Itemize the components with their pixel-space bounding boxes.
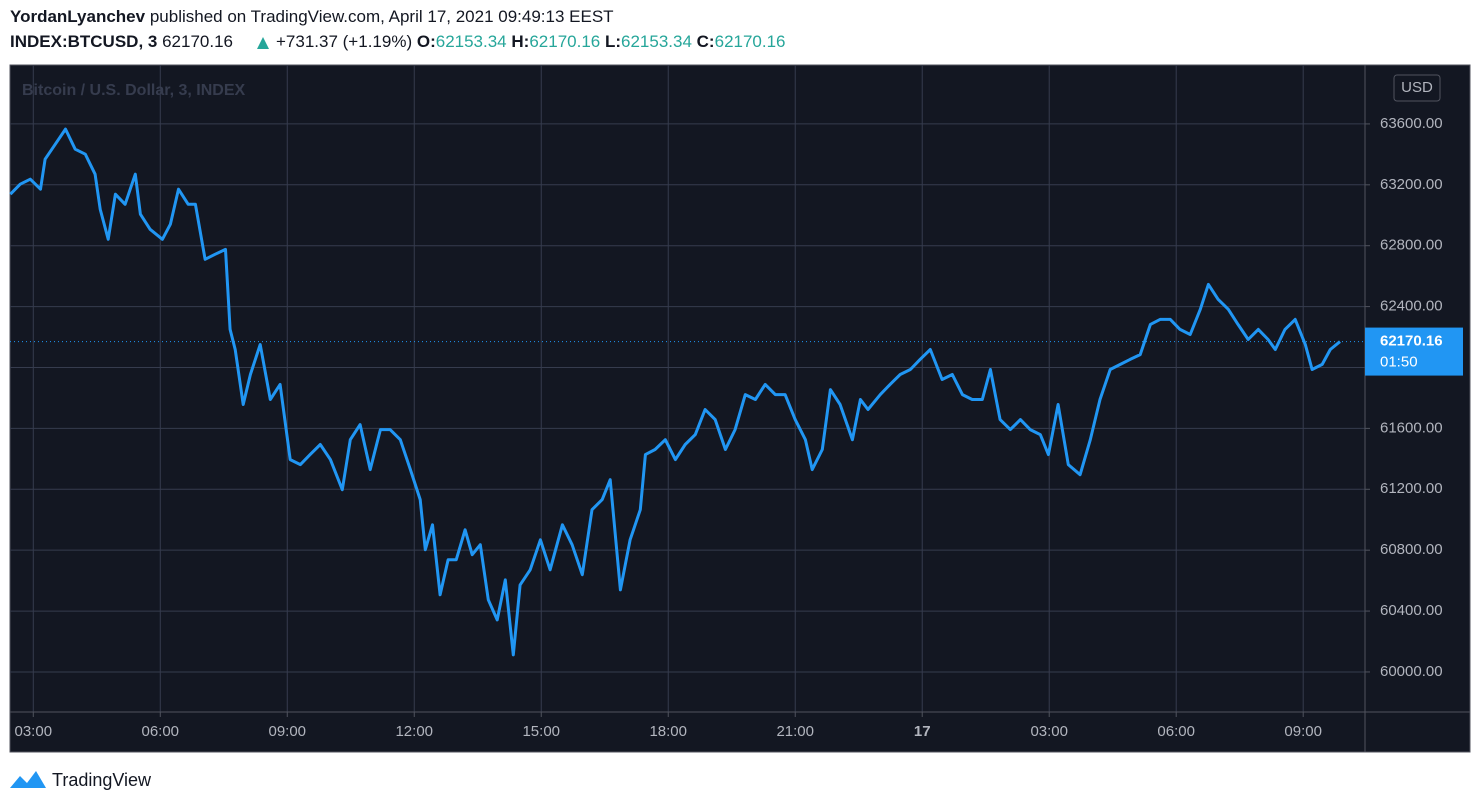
y-tick-label: 62400.00 — [1380, 298, 1443, 315]
last: 62170.16 — [162, 32, 233, 51]
ohlc-value: 62170.16 — [529, 32, 600, 51]
logo-icon — [10, 771, 46, 788]
x-tick-label: 18:00 — [649, 723, 687, 740]
x-tick-label: 06:00 — [1157, 723, 1195, 740]
brand: TradingView — [52, 770, 152, 790]
ohlc-label: L: — [605, 32, 621, 51]
x-tick-label: 09:00 — [1284, 723, 1322, 740]
x-tick-label: 12:00 — [395, 723, 433, 740]
change-line: +731.37 (+1.19%) O:62153.34 H:62170.16 L… — [276, 32, 786, 51]
price-line — [9, 127, 1341, 657]
ohlc-label: O: — [417, 32, 436, 51]
symbol: INDEX:BTCUSD, 3 — [10, 32, 157, 51]
ohlc-label: H: — [511, 32, 529, 51]
ohlc-label: C: — [697, 32, 715, 51]
plot — [9, 127, 1365, 657]
countdown: 01:50 — [1380, 354, 1418, 371]
currency: USD — [1401, 79, 1433, 96]
y-tick-label: 60400.00 — [1380, 602, 1443, 619]
ohlc-value: 62153.34 — [436, 32, 507, 51]
y-tick-label: 63600.00 — [1380, 115, 1443, 132]
ohlc-value: 62153.34 — [621, 32, 692, 51]
y-tick-label: 60800.00 — [1380, 541, 1443, 558]
up-arrow — [257, 37, 269, 49]
symbol-line: INDEX:BTCUSD, 3 62170.16 — [10, 32, 233, 51]
published: published on TradingView.com, April 17, … — [150, 7, 614, 26]
y-tick-label: 61200.00 — [1380, 480, 1443, 497]
x-tick-label: 21:00 — [776, 723, 814, 740]
grid — [10, 65, 1365, 712]
currency-box — [1393, 74, 1441, 102]
y-tick-label: 63200.00 — [1380, 176, 1443, 193]
ohlc-value: 62170.16 — [715, 32, 786, 51]
x-tick-label: 03:00 — [15, 723, 53, 740]
publish-line: YordanLyanchev published on TradingView.… — [10, 7, 614, 26]
y-tick-label: 61600.00 — [1380, 419, 1443, 436]
x-tick-label: 15:00 — [522, 723, 560, 740]
price-tag — [1365, 327, 1463, 376]
y-tick-label: 62800.00 — [1380, 237, 1443, 254]
author: YordanLyanchev — [10, 7, 146, 26]
x-tick-label: 09:00 — [268, 723, 306, 740]
chart-title: Bitcoin / U.S. Dollar, 3, INDEX — [22, 82, 245, 99]
y-tick-label: 60000.00 — [1380, 663, 1443, 680]
price-tag-value: 62170.16 — [1380, 333, 1443, 350]
x-tick-label: 17 — [914, 723, 931, 740]
axes: 60000.00 60400.00 60800.00 61200.00 61600.00… — [15, 115, 1463, 740]
change: +731.37 (+1.19%) — [276, 32, 412, 51]
x-tick-label: 06:00 — [141, 723, 179, 740]
x-tick-label: 03:00 — [1030, 723, 1068, 740]
